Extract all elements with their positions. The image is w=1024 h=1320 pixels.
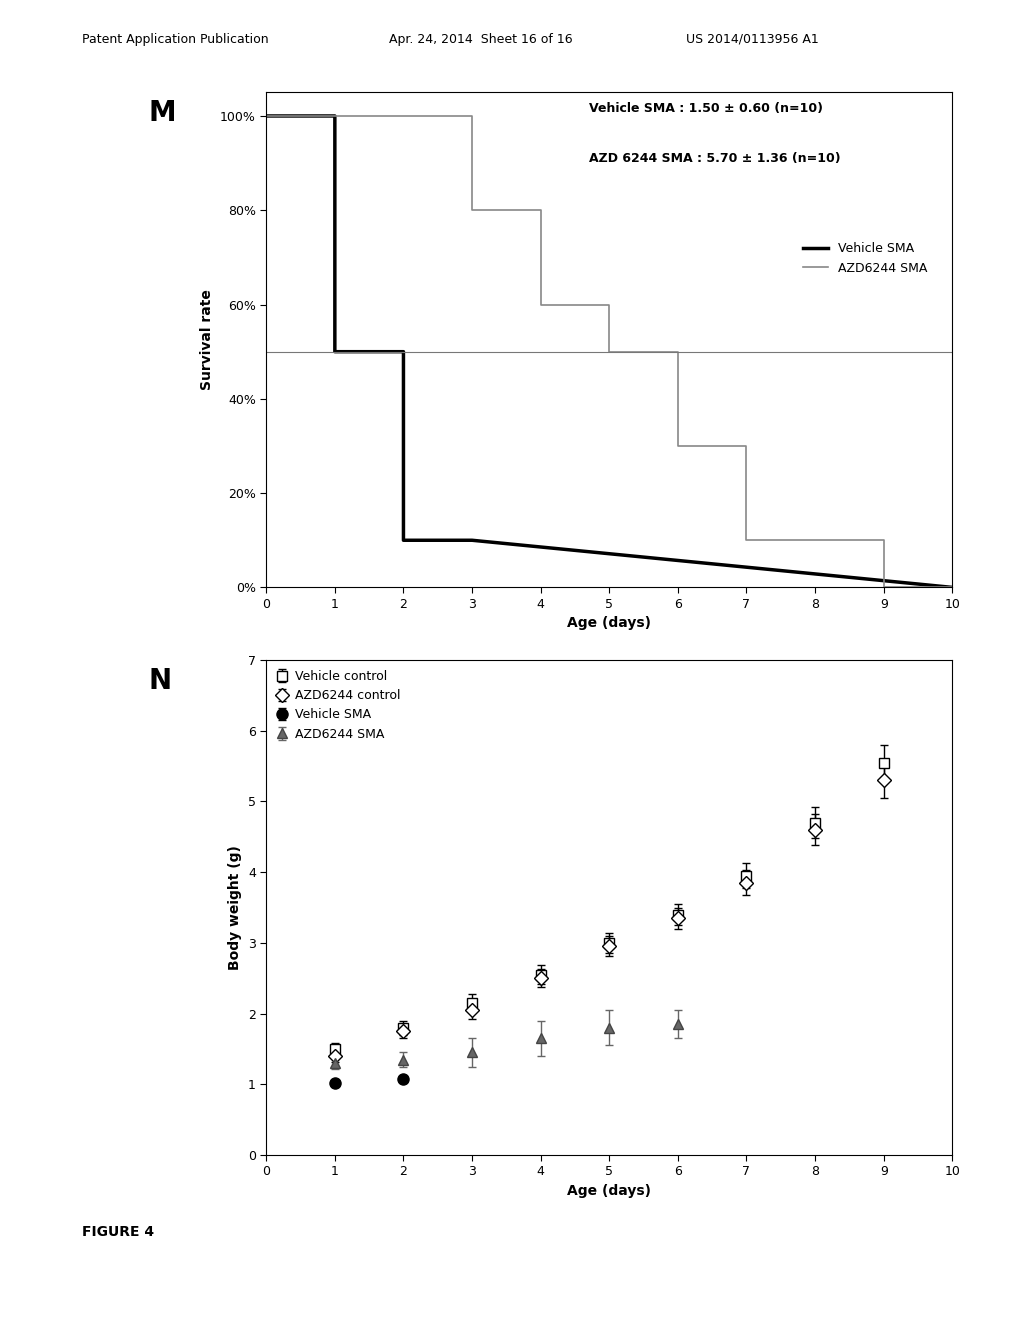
AZD6244 SMA: [260, 108, 272, 124]
Text: FIGURE 4: FIGURE 4: [82, 1225, 154, 1239]
Text: Apr. 24, 2014  Sheet 16 of 16: Apr. 24, 2014 Sheet 16 of 16: [389, 33, 572, 46]
Vehicle SMA: [329, 108, 341, 124]
Vehicle SMA: [466, 532, 478, 548]
Vehicle SMA: [260, 108, 272, 124]
Line: Vehicle SMA: Vehicle SMA: [266, 116, 952, 587]
AZD6244 SMA: [672, 343, 684, 359]
Text: Vehicle SMA : 1.50 ± 0.60 (n=10): Vehicle SMA : 1.50 ± 0.60 (n=10): [589, 103, 822, 115]
Vehicle SMA: [329, 343, 341, 359]
Vehicle SMA: [946, 579, 958, 595]
Vehicle SMA: [397, 532, 410, 548]
AZD6244 SMA: [809, 532, 821, 548]
AZD6244 SMA: [809, 532, 821, 548]
Text: M: M: [148, 99, 176, 127]
AZD6244 SMA: [946, 579, 958, 595]
Text: N: N: [148, 667, 172, 694]
Line: AZD6244 SMA: AZD6244 SMA: [266, 116, 952, 587]
AZD6244 SMA: [535, 297, 547, 313]
Vehicle SMA: [397, 343, 410, 359]
AZD6244 SMA: [740, 438, 753, 454]
Legend: Vehicle SMA, AZD6244 SMA: Vehicle SMA, AZD6244 SMA: [798, 238, 932, 280]
Text: US 2014/0113956 A1: US 2014/0113956 A1: [686, 33, 819, 46]
AZD6244 SMA: [878, 579, 890, 595]
AZD6244 SMA: [466, 108, 478, 124]
Y-axis label: Survival rate: Survival rate: [201, 289, 214, 391]
AZD6244 SMA: [740, 532, 753, 548]
AZD6244 SMA: [603, 343, 615, 359]
X-axis label: Age (days): Age (days): [567, 616, 651, 631]
Text: Patent Application Publication: Patent Application Publication: [82, 33, 268, 46]
Y-axis label: Body weight (g): Body weight (g): [228, 845, 243, 970]
AZD6244 SMA: [603, 297, 615, 313]
AZD6244 SMA: [672, 438, 684, 454]
X-axis label: Age (days): Age (days): [567, 1184, 651, 1199]
AZD6244 SMA: [535, 202, 547, 218]
Text: AZD 6244 SMA : 5.70 ± 1.36 (n=10): AZD 6244 SMA : 5.70 ± 1.36 (n=10): [589, 152, 841, 165]
AZD6244 SMA: [878, 532, 890, 548]
Legend: Vehicle control, AZD6244 control, Vehicle SMA, AZD6244 SMA: Vehicle control, AZD6244 control, Vehicl…: [272, 667, 404, 744]
AZD6244 SMA: [466, 202, 478, 218]
